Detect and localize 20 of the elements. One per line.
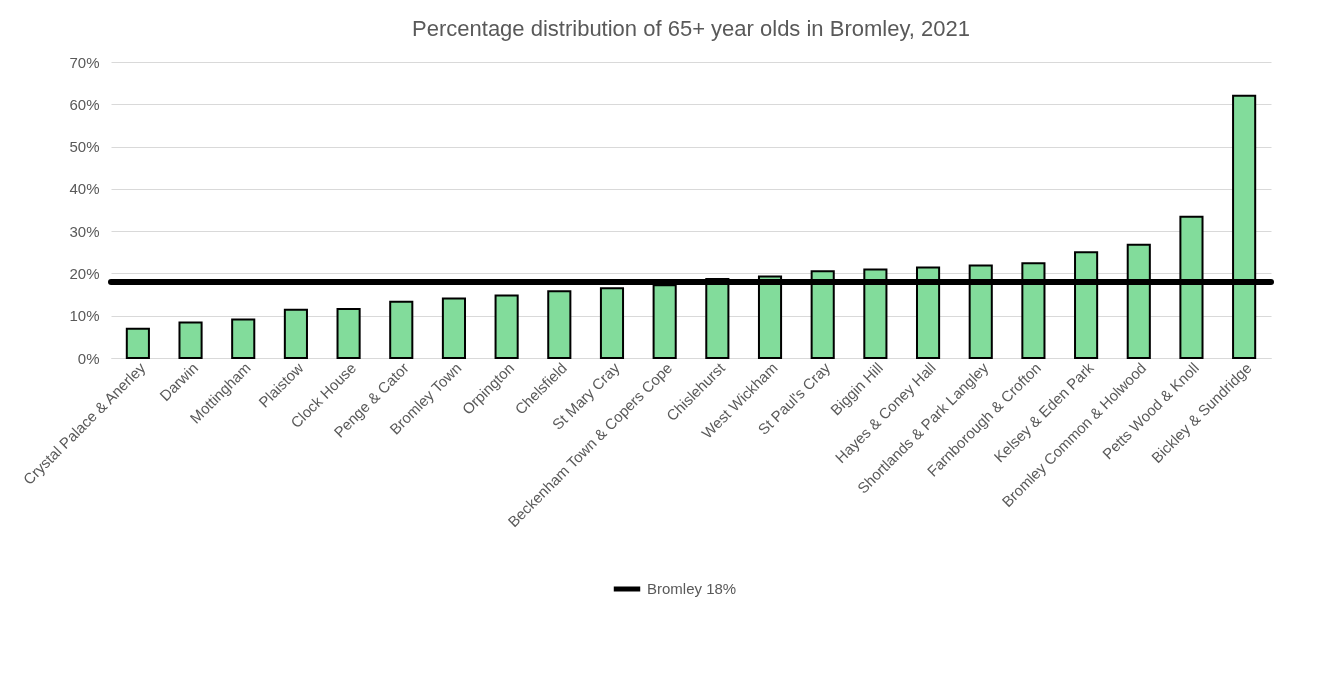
y-tick-label: 30% — [69, 222, 100, 240]
bar — [283, 308, 308, 359]
y-tick-label: 50% — [69, 138, 100, 156]
chart-title: Percentage distribution of 65+ year olds in Bromley, 2021 — [412, 16, 970, 41]
bar — [389, 300, 414, 359]
bar — [494, 294, 519, 359]
bar — [231, 318, 256, 359]
y-tick-label: 70% — [69, 53, 100, 71]
legend-label: Bromley 18% — [647, 580, 737, 597]
y-tick-label: 20% — [69, 264, 100, 282]
y-tick-label: 60% — [69, 95, 100, 113]
bar — [336, 307, 361, 359]
bar — [441, 297, 467, 359]
bar — [125, 327, 150, 359]
bar — [599, 287, 625, 359]
y-tick-label: 40% — [69, 180, 100, 198]
y-tick-label: 10% — [69, 307, 100, 325]
bar — [178, 321, 203, 359]
bar — [547, 290, 572, 359]
y-tick-label: 0% — [77, 349, 100, 367]
